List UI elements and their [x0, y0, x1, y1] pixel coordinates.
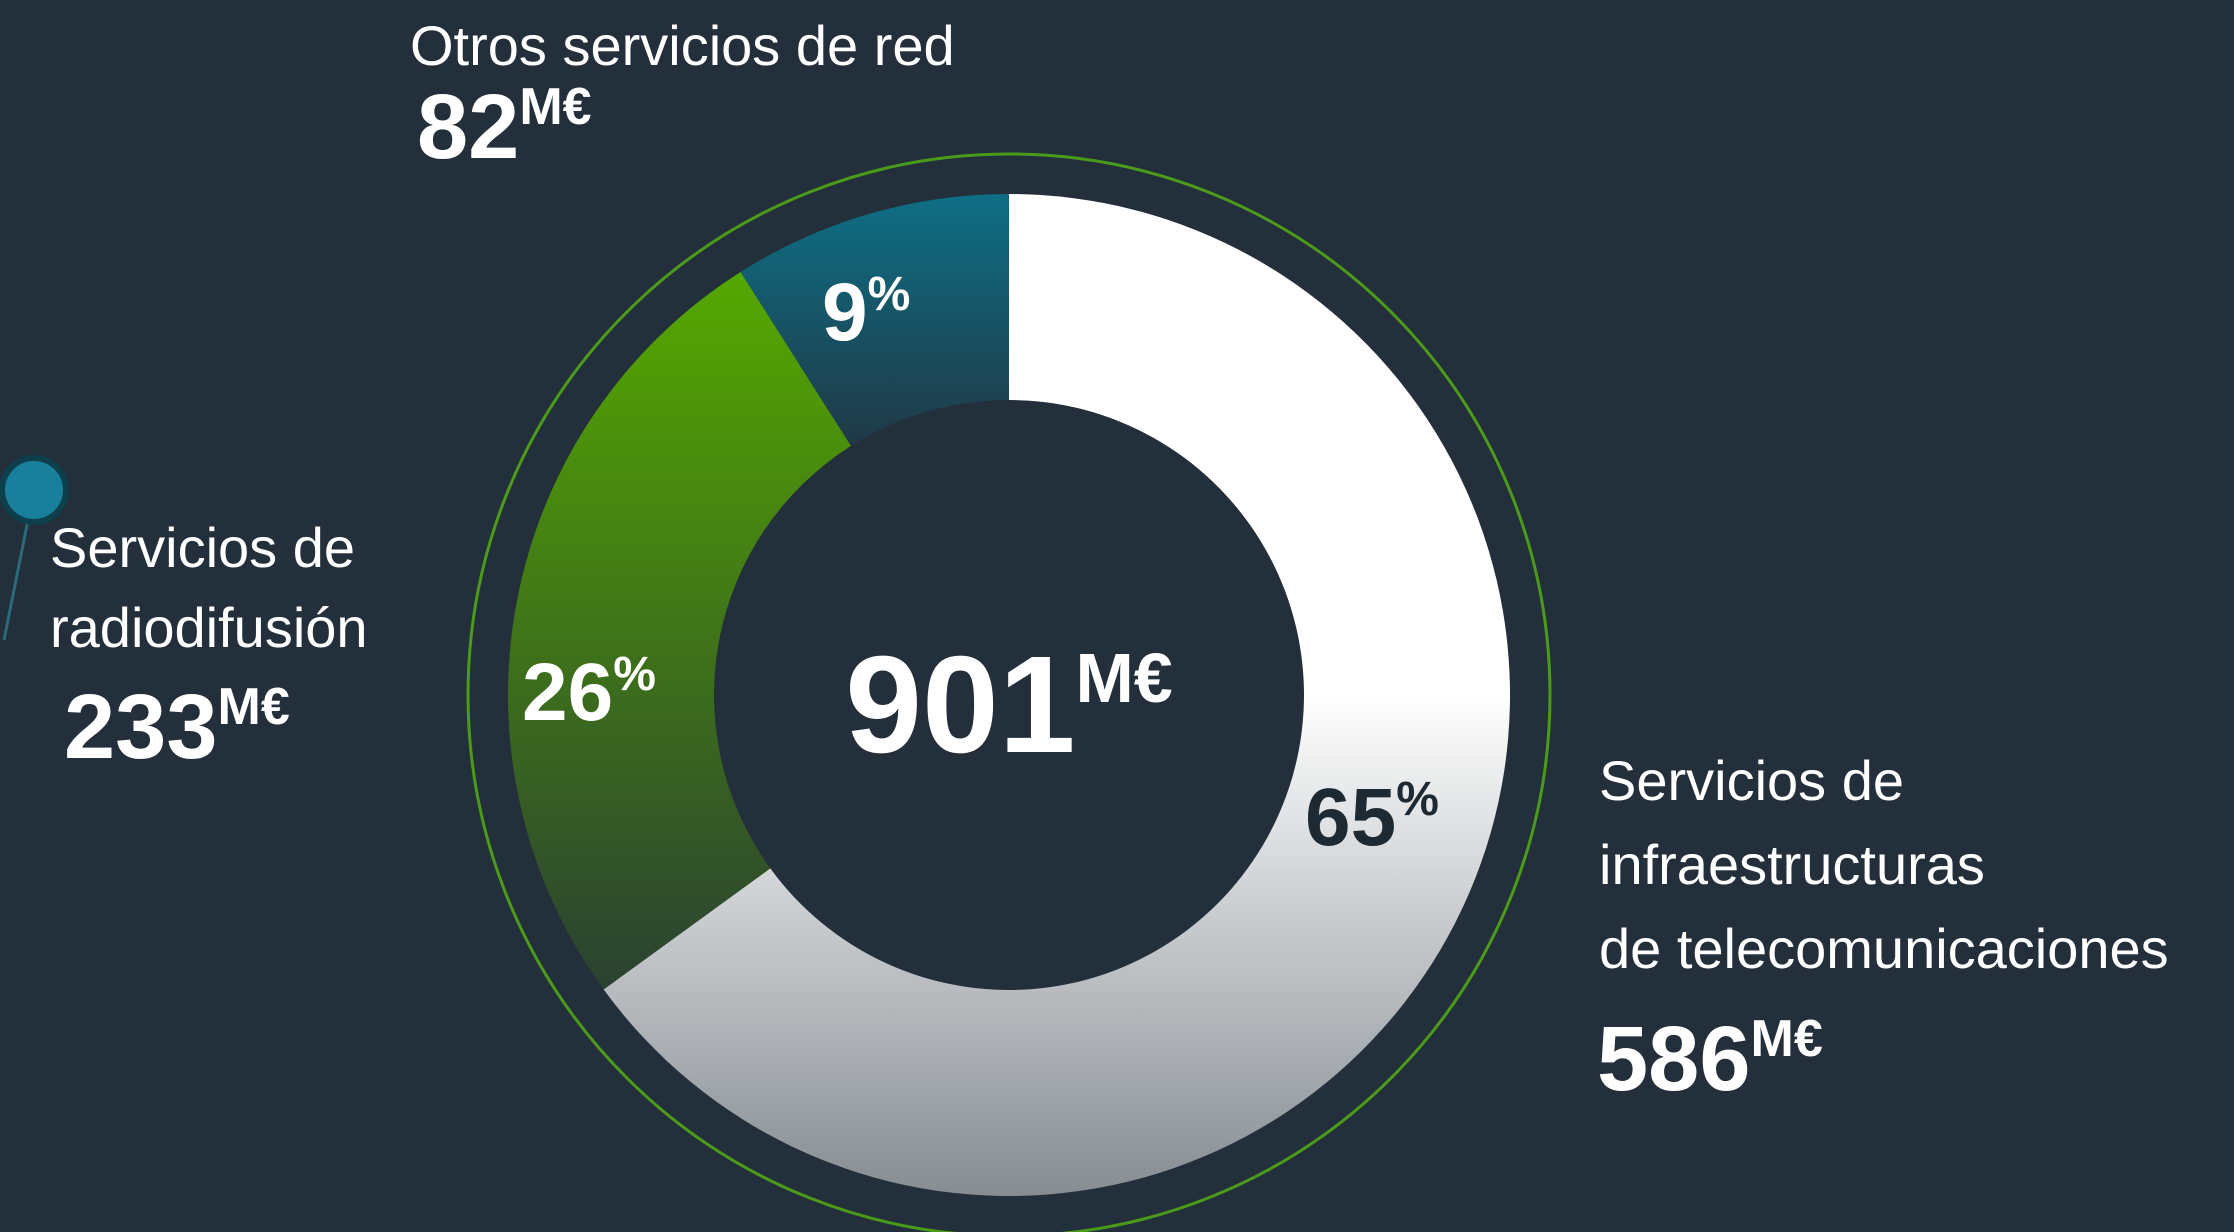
amount-label: 586M€ — [1597, 1008, 1823, 1110]
percent-value: 9 — [822, 267, 868, 358]
outer-ring — [466, 152, 1552, 1232]
label-line: de telecomunicaciones — [1599, 917, 2169, 980]
amount-label: 82M€ — [417, 76, 592, 178]
label-line: radiodifusión — [50, 596, 368, 659]
total: 901M€ — [845, 628, 1173, 782]
percent-label: 26% — [522, 647, 656, 738]
amount-value: 82 — [417, 76, 519, 178]
total-unit: M€ — [1076, 639, 1173, 717]
percent-value: 65 — [1305, 772, 1396, 863]
donut-segment — [603, 194, 1510, 1196]
label-line: Servicios de — [1599, 749, 1904, 812]
category-label: Servicios de infraestructuras de telecomun… — [1599, 749, 2169, 980]
donut — [508, 194, 1510, 1196]
donut-segment — [740, 194, 1009, 446]
category-label: Otros servicios de red — [410, 14, 955, 77]
percent-label: 9% — [822, 267, 910, 358]
label-line: Servicios de — [50, 516, 355, 579]
decor-dot — [0, 455, 69, 525]
percent-label: 65% — [1305, 772, 1439, 863]
percent-unit: % — [1396, 773, 1439, 826]
percent-value: 26 — [522, 647, 613, 738]
donut-segment — [508, 271, 851, 990]
amount-value: 233 — [64, 676, 218, 778]
amount-value: 586 — [1597, 1008, 1751, 1110]
percent-unit: % — [613, 648, 656, 701]
amount-label: 233M€ — [64, 676, 290, 778]
amount-unit: M€ — [218, 678, 290, 736]
label-line: infraestructuras — [1599, 833, 1985, 896]
amount-unit: M€ — [519, 78, 591, 136]
total-value: 901 — [845, 628, 1075, 782]
percent-unit: % — [868, 268, 911, 321]
category-label: Servicios de radiodifusión — [50, 516, 368, 659]
amount-unit: M€ — [1751, 1010, 1823, 1068]
